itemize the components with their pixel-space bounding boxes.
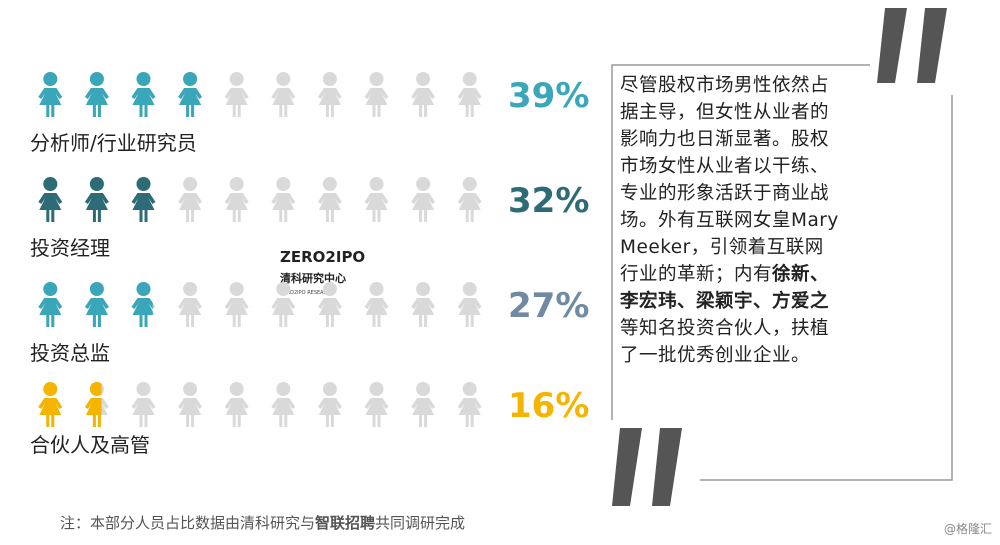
icon bbox=[84, 72, 109, 117]
icon-empty bbox=[317, 282, 342, 327]
icon-empty bbox=[271, 282, 296, 327]
quote-mark-bottom bbox=[612, 428, 682, 506]
icon-empty bbox=[364, 282, 389, 327]
icon-empty bbox=[457, 177, 482, 222]
note: 注：本部分人员占比数据由清科研究与智联招聘共同调研完成 bbox=[60, 512, 465, 533]
text-segment: 等知名投资合伙人，扶植了一批优秀创业企业。 bbox=[620, 318, 830, 366]
text-segment: 共同调研完成 bbox=[375, 514, 466, 532]
icon-empty bbox=[411, 382, 436, 427]
icon-empty bbox=[364, 382, 389, 427]
icon-empty bbox=[271, 72, 296, 117]
icon-empty bbox=[271, 382, 296, 427]
text-segment: 智联招聘 bbox=[315, 514, 376, 532]
quote-box bbox=[611, 64, 953, 481]
icon-empty bbox=[224, 382, 249, 427]
value-label: 39% bbox=[508, 76, 589, 116]
watermark: @格隆汇 bbox=[943, 522, 992, 536]
text-segment: 徐新、李宏玮、梁颖宇、方爱之 bbox=[620, 264, 830, 312]
value-label: 27% bbox=[508, 286, 589, 326]
icon-empty bbox=[411, 282, 436, 327]
icon-empty bbox=[411, 177, 436, 222]
icon-empty bbox=[317, 72, 342, 117]
logo-cn: 清科研究中心 bbox=[280, 271, 346, 285]
quote-mark-top bbox=[877, 8, 947, 83]
icon-empty bbox=[178, 282, 203, 327]
icon-empty bbox=[178, 382, 203, 427]
icon-empty bbox=[224, 72, 249, 117]
icon-empty bbox=[457, 282, 482, 327]
icon-empty bbox=[457, 72, 482, 117]
value-label: 16% bbox=[508, 386, 589, 426]
icon bbox=[131, 282, 153, 327]
text-segment: 注：本部分人员占比数据由清科研究与 bbox=[60, 514, 316, 532]
icon bbox=[38, 72, 63, 117]
icon-empty bbox=[271, 177, 296, 222]
icon-empty bbox=[364, 177, 389, 222]
icon bbox=[131, 72, 156, 117]
icon bbox=[84, 177, 109, 222]
category-label: 投资经理 bbox=[30, 236, 110, 260]
icon-row bbox=[38, 382, 482, 427]
icon-empty bbox=[411, 72, 436, 117]
logo-en: ZERO2IPO RESEARCH bbox=[280, 290, 334, 296]
icon bbox=[38, 177, 63, 222]
icon-empty bbox=[178, 177, 203, 222]
icon-empty bbox=[131, 382, 156, 427]
quote: 尽管股权市场男性依然占据主导，但女性从业者的影响力也日渐显著。股权市场女性从业者… bbox=[620, 72, 842, 369]
value-label: 32% bbox=[508, 181, 589, 221]
icon-empty bbox=[457, 382, 482, 427]
icon bbox=[38, 382, 63, 427]
category-label: 投资总监 bbox=[30, 341, 110, 365]
icon-empty bbox=[317, 382, 342, 427]
text-segment: 尽管股权市场男性依然占据主导，但女性从业者的影响力也日渐显著。股权市场女性从业者… bbox=[620, 75, 839, 285]
icon bbox=[38, 282, 63, 327]
icon-empty bbox=[317, 177, 342, 222]
icon bbox=[178, 72, 203, 117]
icon-empty bbox=[224, 177, 249, 222]
icon-empty bbox=[224, 282, 249, 327]
logo-name: ZERO2IPO bbox=[280, 248, 365, 266]
category-label: 分析师/行业研究员 bbox=[30, 131, 197, 155]
icon bbox=[84, 282, 109, 327]
icon bbox=[131, 177, 156, 222]
logo: ZERO2IPO 清科研究中心 ZERO2IPO RESEARCH bbox=[280, 248, 365, 296]
category-label: 合伙人及高管 bbox=[30, 433, 150, 457]
icon-empty bbox=[364, 72, 389, 117]
